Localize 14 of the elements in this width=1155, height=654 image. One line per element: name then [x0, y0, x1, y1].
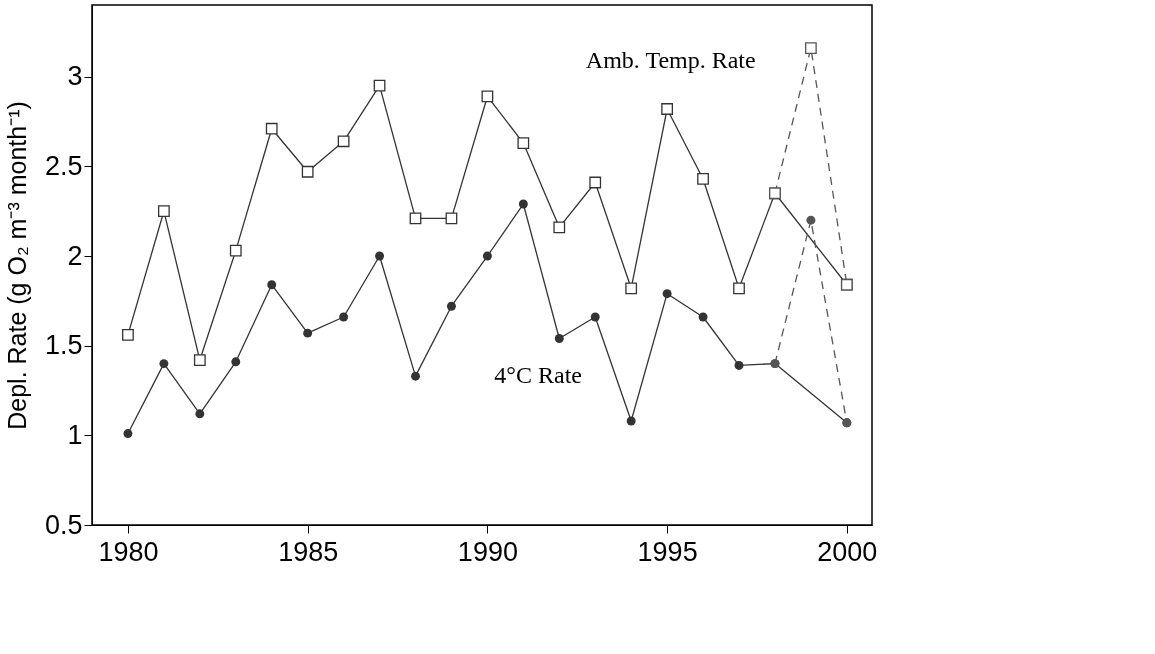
- y-tick-label: 1.5: [44, 330, 83, 361]
- x-tick-label: 2000: [817, 536, 878, 567]
- annotation: 4°C Rate: [494, 361, 582, 388]
- y-tick-label: 3: [67, 61, 83, 92]
- y-tick-label: 1: [67, 419, 83, 450]
- y-tick-label: 2: [67, 240, 83, 271]
- y-tick-label: 0.5: [44, 509, 83, 540]
- x-tick-label: 1990: [457, 536, 518, 567]
- y-axis-title: Depl. Rate (g O₂ m⁻³ month⁻¹): [2, 101, 31, 430]
- x-tick-label: 1985: [278, 536, 339, 567]
- x-tick-label: 1980: [98, 536, 159, 567]
- x-tick-label: 1995: [637, 536, 698, 567]
- annotation: Amb. Temp. Rate: [585, 47, 756, 74]
- y-tick-label: 2.5: [44, 150, 83, 181]
